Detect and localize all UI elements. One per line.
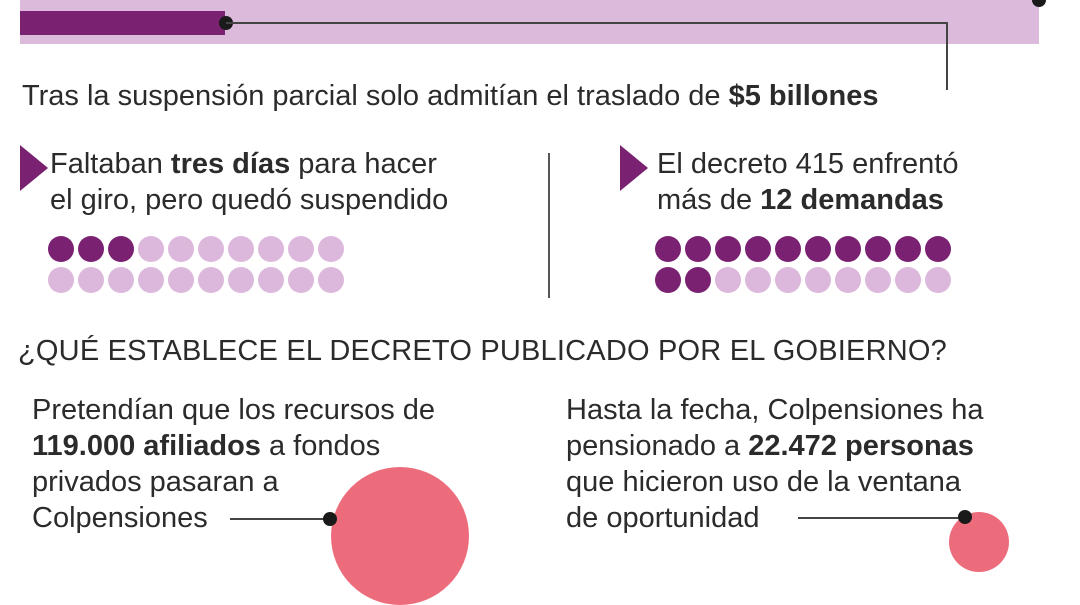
section-title: ¿QUÉ ESTABLECE EL DECRETO PUBLICADO POR … xyxy=(18,335,947,367)
dot-filled xyxy=(835,236,861,262)
block-left-text: Pretendían que los recursos de 119.000 a… xyxy=(32,394,436,534)
dot-empty xyxy=(258,267,284,293)
block-left-marker-dot xyxy=(323,512,337,526)
block-left-circle xyxy=(331,467,469,605)
dot-filled xyxy=(78,236,104,262)
dot-filled xyxy=(685,267,711,293)
dot-empty xyxy=(865,267,891,293)
bar-connector-line-vertical xyxy=(946,22,948,90)
dot-empty xyxy=(288,236,314,262)
stat-right-text: El decreto 415 enfrentó más de 12 demand… xyxy=(657,148,959,216)
dot-filled xyxy=(925,236,951,262)
dot-filled xyxy=(48,236,74,262)
dot-filled xyxy=(895,236,921,262)
dot-empty xyxy=(835,267,861,293)
dot-filled xyxy=(655,236,681,262)
dot-empty xyxy=(895,267,921,293)
dot-empty xyxy=(228,267,254,293)
left-arrow-icon xyxy=(20,145,48,191)
dot-empty xyxy=(288,267,314,293)
stat-left-dot-grid xyxy=(48,236,344,293)
block-left-connector-line xyxy=(230,518,330,520)
column-divider xyxy=(548,153,550,298)
dot-empty xyxy=(258,236,284,262)
dot-empty xyxy=(775,267,801,293)
dot-empty xyxy=(318,236,344,262)
dot-empty xyxy=(198,236,224,262)
dot-filled xyxy=(715,236,741,262)
dot-filled xyxy=(655,267,681,293)
dot-empty xyxy=(925,267,951,293)
stat-left-highlight: tres días xyxy=(170,148,291,180)
dot-filled xyxy=(865,236,891,262)
headline-text: Tras la suspensión parcial solo admitían… xyxy=(22,80,729,112)
headline: Tras la suspensión parcial solo admitían… xyxy=(22,80,878,113)
dot-empty xyxy=(168,236,194,262)
dot-empty xyxy=(108,267,134,293)
comparison-bar-fill xyxy=(20,11,225,35)
dot-filled xyxy=(805,236,831,262)
dot-filled xyxy=(108,236,134,262)
bar-connector-line xyxy=(226,22,948,24)
block-left-highlight: 119.000 afiliados xyxy=(32,430,261,462)
block-right-circle xyxy=(949,512,1009,572)
dot-empty xyxy=(715,267,741,293)
block-right-highlight: 22.472 personas xyxy=(748,430,974,462)
block-right-connector-line xyxy=(798,517,964,519)
block-right-text: Hasta la fecha, Colpensiones ha pensiona… xyxy=(566,394,984,534)
headline-highlight: $5 billones xyxy=(728,80,879,112)
dot-empty xyxy=(318,267,344,293)
bar-end-marker-dot xyxy=(1032,0,1046,7)
right-arrow-icon xyxy=(620,145,648,191)
dot-empty xyxy=(138,236,164,262)
dot-empty xyxy=(745,267,771,293)
dot-empty xyxy=(78,267,104,293)
dot-empty xyxy=(805,267,831,293)
dot-empty xyxy=(198,267,224,293)
dot-filled xyxy=(745,236,771,262)
block-right-marker-dot xyxy=(958,510,972,524)
dot-filled xyxy=(775,236,801,262)
stat-right-highlight: 12 demandas xyxy=(760,184,944,216)
dot-empty xyxy=(228,236,254,262)
stat-left-text: Faltaban tres días para hacer el giro, p… xyxy=(50,148,449,216)
stat-right-dot-grid xyxy=(655,236,951,293)
dot-empty xyxy=(168,267,194,293)
dot-filled xyxy=(685,236,711,262)
dot-empty xyxy=(48,267,74,293)
dot-empty xyxy=(138,267,164,293)
